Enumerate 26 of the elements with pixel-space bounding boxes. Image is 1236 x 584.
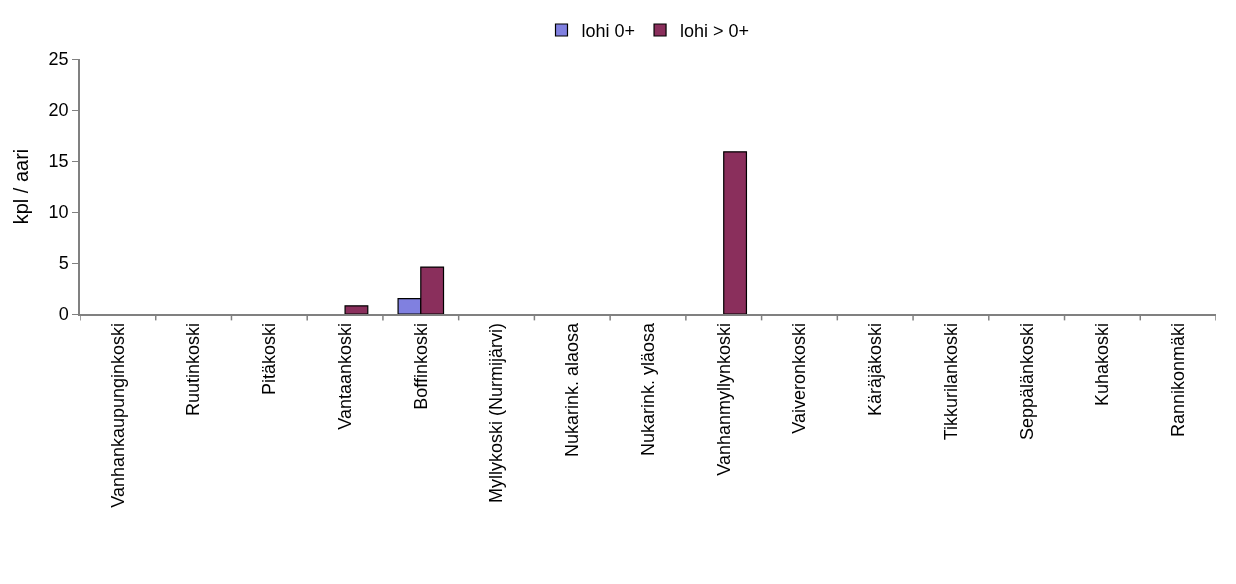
legend-label: lohi > 0+	[680, 21, 750, 42]
x-tick-label: Ruutinkoski	[183, 322, 204, 416]
y-tick-label: 5	[58, 253, 69, 274]
x-tick-label: Tikkurilankoski	[940, 322, 961, 441]
x-tick-label: Myllykoski (Nurmijärvi)	[486, 322, 507, 503]
x-tick-label: Seppälänkoski	[1016, 322, 1037, 441]
bar	[344, 305, 369, 314]
x-tick-label: Käräjäkoski	[865, 322, 886, 416]
x-tick-label: Nukarink. alaosa	[562, 321, 583, 458]
x-tick-label: Vantaankoski	[334, 322, 355, 430]
bar	[723, 151, 748, 314]
x-tick-label: Vaiveronkoski	[789, 322, 810, 434]
x-tick-label: Rannikonmäki	[1167, 322, 1188, 438]
y-tick-label: 10	[48, 202, 69, 223]
y-tick-label: 25	[48, 49, 69, 70]
legend-label: lohi 0+	[581, 21, 636, 42]
x-tick-label: Vanhanmyllynkoski	[713, 322, 734, 476]
x-tick-label: Boffinkoski	[410, 322, 431, 410]
x-tick-label: Nukarink. yläosa	[637, 321, 658, 457]
y-tick-label: 0	[58, 304, 69, 325]
x-tick-label: Kuhakoski	[1092, 322, 1113, 407]
y-axis-title: kpl / aari	[9, 148, 32, 225]
x-tick-label: Vanhankaupunginkoski	[107, 322, 128, 508]
y-tick-label: 15	[48, 151, 69, 172]
x-tick-label: Pitäkoski	[259, 322, 280, 395]
y-tick-label: 20	[48, 100, 69, 121]
